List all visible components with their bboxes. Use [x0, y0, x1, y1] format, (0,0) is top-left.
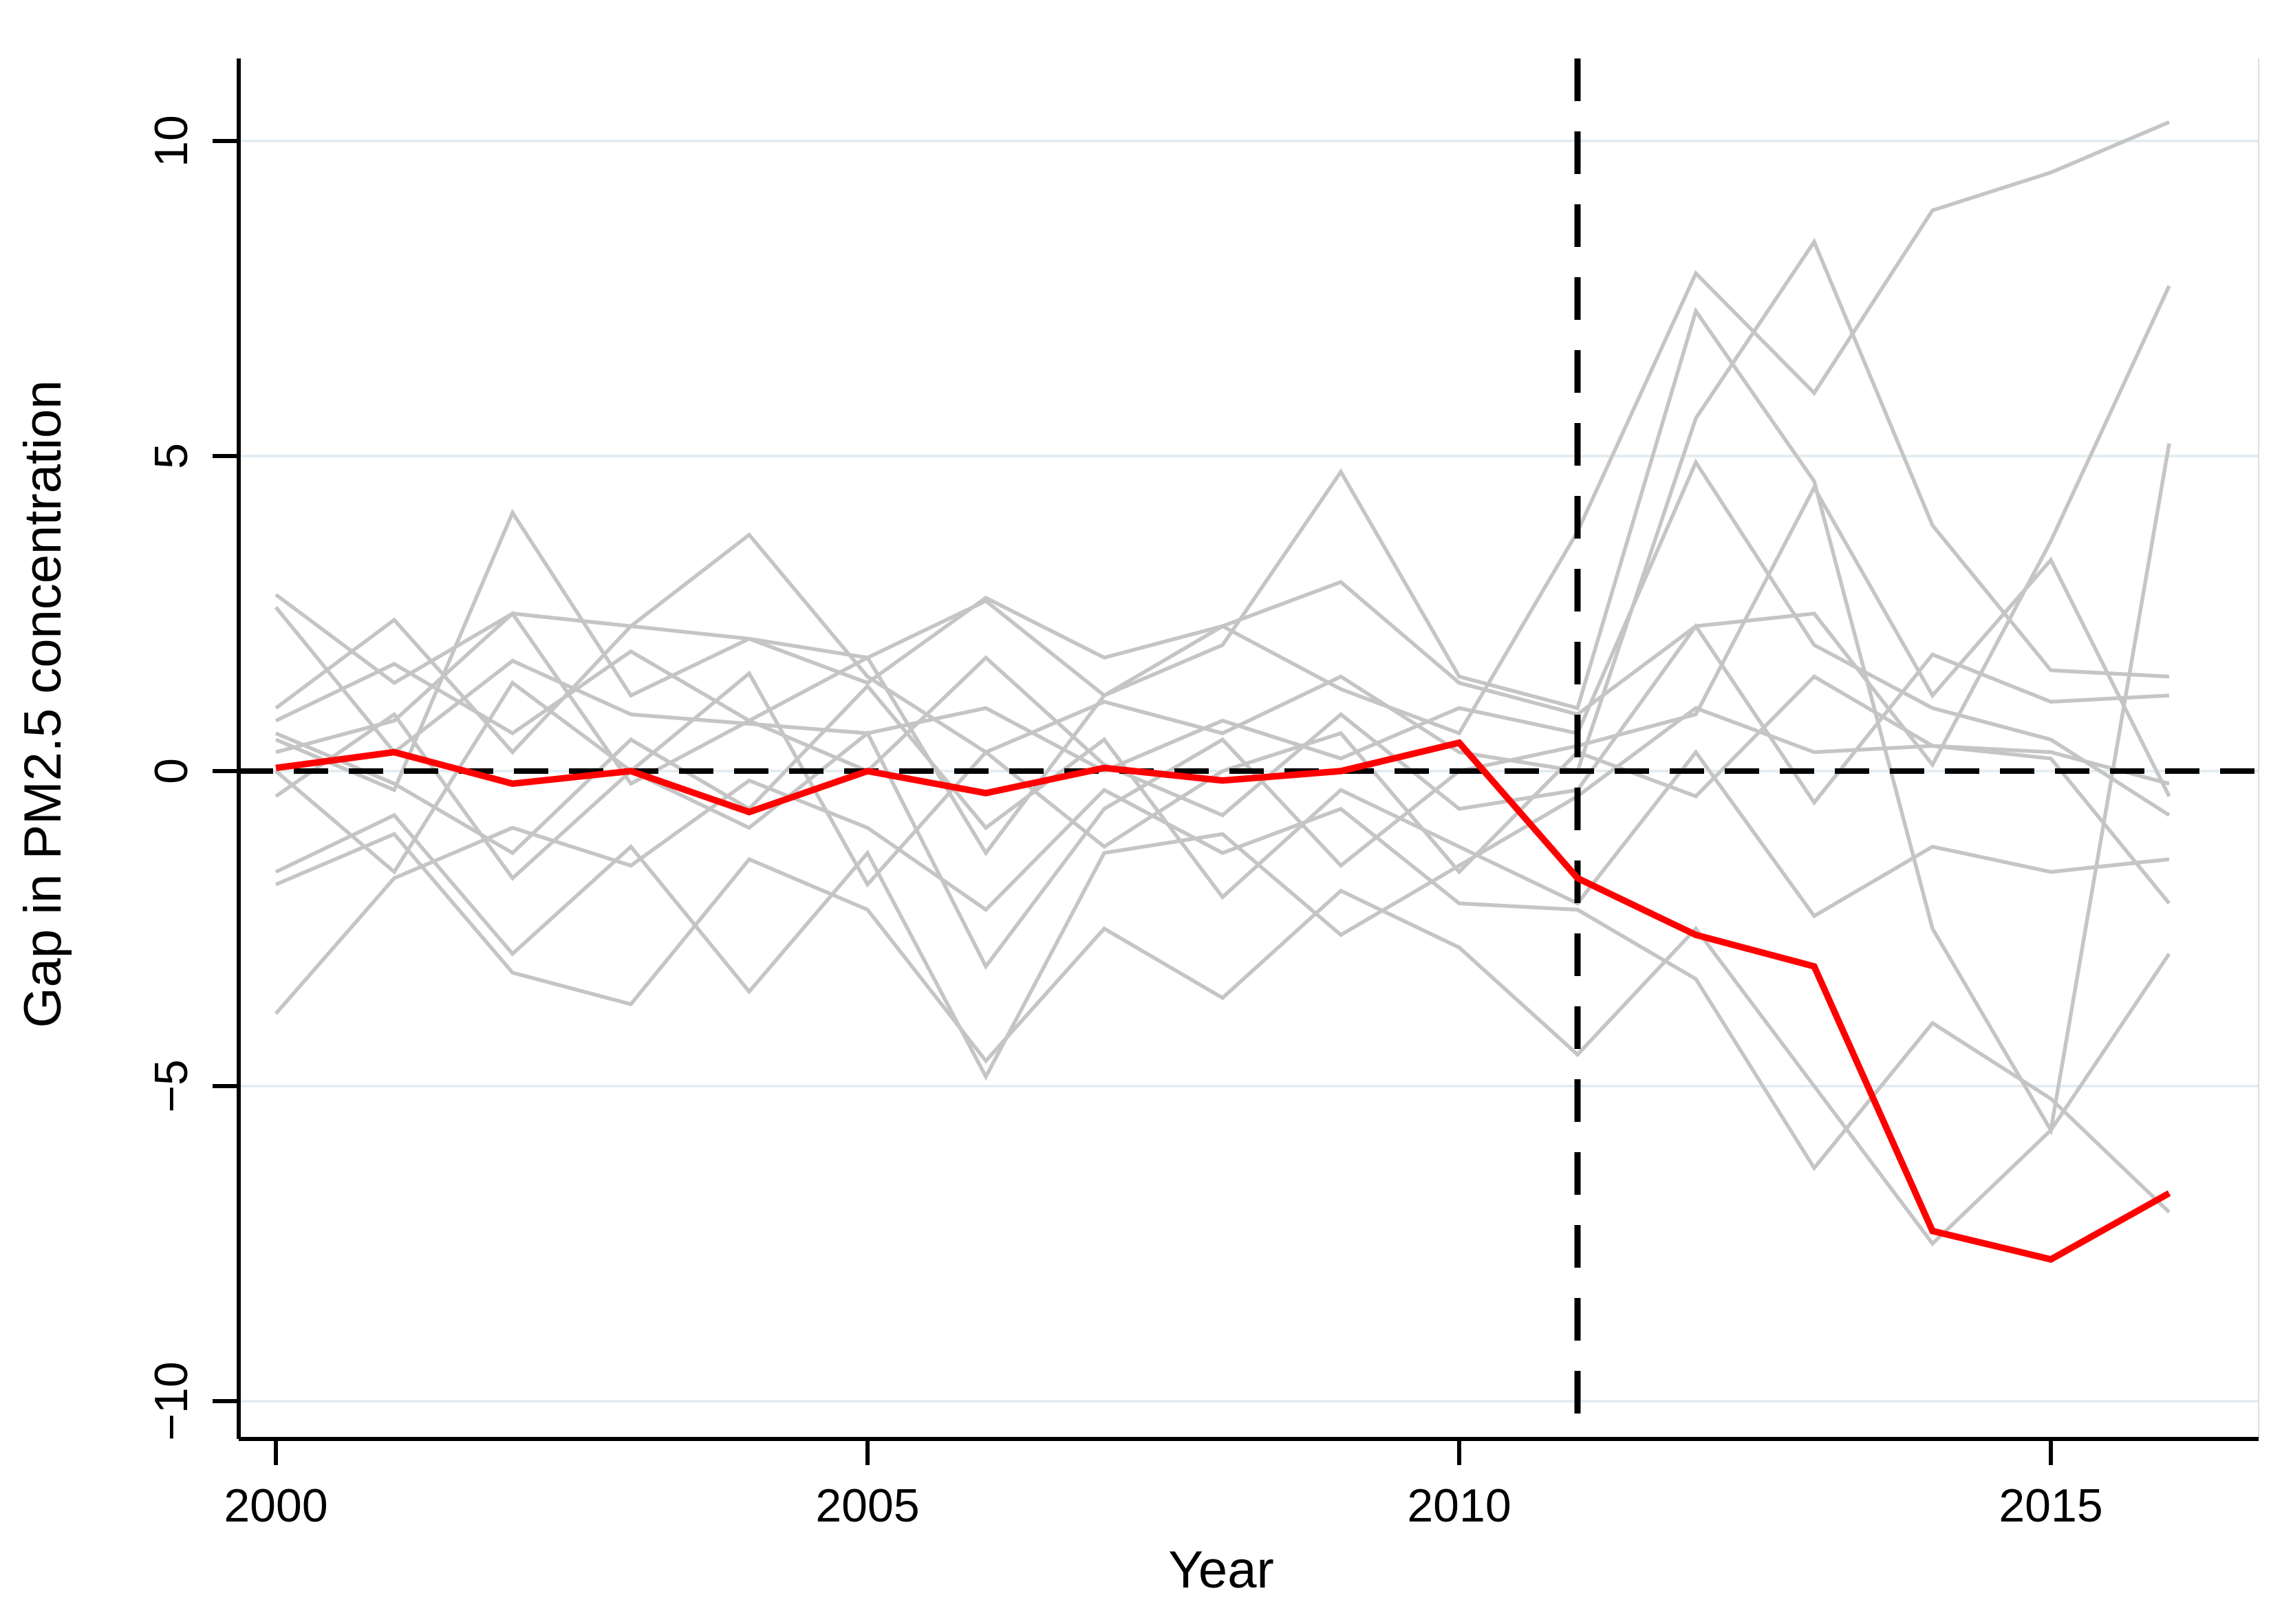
placebo-line [275, 285, 2171, 768]
placebo-line [274, 458, 2171, 817]
x-tick-label: 2015 [1999, 1480, 2102, 1532]
placebo-line [275, 610, 2170, 818]
y-axis-title: Gap in PM2.5 concentration [14, 380, 72, 1028]
placebo-line [275, 706, 2171, 1081]
x-axis-title: Year [1168, 1541, 1274, 1599]
y-tick-label: 0 [145, 758, 197, 784]
x-tick-label: 2005 [815, 1480, 919, 1532]
treated-line [275, 739, 2171, 1263]
x-tick-label: 2010 [1407, 1480, 1511, 1532]
placebo-line [275, 307, 2171, 1136]
y-tick-label: −10 [145, 1361, 197, 1440]
placebo-line [275, 237, 2170, 774]
y-tick-label: 5 [145, 443, 197, 469]
placebo-line [275, 120, 2171, 736]
y-tick-label: 10 [145, 115, 197, 167]
placebo-line [275, 670, 2170, 888]
placebo-line [275, 832, 2171, 1247]
y-tick-label: −5 [145, 1059, 197, 1113]
placebo-line [275, 484, 2171, 971]
placebo-line [274, 778, 2171, 1214]
x-tick-label: 2000 [224, 1480, 327, 1532]
